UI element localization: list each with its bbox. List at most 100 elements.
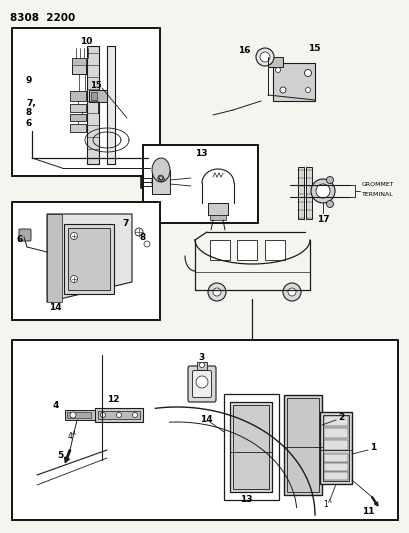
Bar <box>267 57 282 67</box>
Circle shape <box>116 413 121 417</box>
Bar <box>283 395 321 495</box>
Circle shape <box>144 241 150 247</box>
Bar <box>323 416 347 426</box>
Text: 8: 8 <box>26 108 32 117</box>
Bar <box>68 228 110 290</box>
Text: 9: 9 <box>26 76 32 85</box>
Bar <box>12 340 397 520</box>
Circle shape <box>196 376 207 388</box>
Text: 13: 13 <box>239 496 252 505</box>
Bar <box>89 90 107 102</box>
Ellipse shape <box>152 170 170 194</box>
Bar <box>143 145 257 223</box>
Bar <box>107 46 115 164</box>
Text: 7,: 7, <box>26 99 36 108</box>
Circle shape <box>287 288 295 296</box>
Text: 6: 6 <box>17 236 23 245</box>
Bar <box>87 46 99 164</box>
Bar <box>323 463 347 471</box>
Bar <box>323 472 347 480</box>
Bar <box>139 176 142 180</box>
FancyArrow shape <box>371 497 377 506</box>
Bar <box>12 28 160 176</box>
Circle shape <box>199 362 204 367</box>
Bar <box>323 454 347 462</box>
Bar <box>236 240 256 260</box>
Bar <box>196 362 207 370</box>
Text: TERMINAL: TERMINAL <box>361 192 393 198</box>
Bar <box>323 428 347 438</box>
Text: 8: 8 <box>139 232 146 241</box>
Bar <box>98 411 139 419</box>
Circle shape <box>135 228 143 236</box>
Text: 12: 12 <box>107 395 119 405</box>
Text: 14: 14 <box>49 303 61 311</box>
Text: 3: 3 <box>198 353 204 362</box>
Polygon shape <box>47 214 62 302</box>
Bar <box>209 215 225 220</box>
Bar <box>223 394 278 500</box>
Text: 1$^{\mathsf{A}}$: 1$^{\mathsf{A}}$ <box>322 498 333 510</box>
Bar <box>67 412 91 418</box>
FancyBboxPatch shape <box>188 366 216 402</box>
Text: 11: 11 <box>361 507 373 516</box>
Circle shape <box>207 283 225 301</box>
Text: 10: 10 <box>80 36 92 45</box>
Bar <box>152 170 170 194</box>
Bar <box>323 440 347 450</box>
Text: 2: 2 <box>337 414 344 423</box>
Bar <box>95 408 143 422</box>
Circle shape <box>275 68 280 72</box>
Text: 14: 14 <box>200 416 212 424</box>
Bar <box>319 412 351 484</box>
Circle shape <box>70 412 76 418</box>
Circle shape <box>305 87 310 93</box>
FancyBboxPatch shape <box>192 370 211 398</box>
Ellipse shape <box>152 158 170 182</box>
Circle shape <box>70 232 77 239</box>
Bar <box>305 167 311 219</box>
Bar <box>322 415 348 481</box>
Bar <box>70 124 86 132</box>
Text: 15: 15 <box>307 44 320 52</box>
Bar <box>72 58 86 65</box>
Text: 5: 5 <box>57 451 63 461</box>
Text: 1: 1 <box>369 443 375 453</box>
Polygon shape <box>47 214 132 302</box>
Bar <box>232 405 268 489</box>
Text: 8308  2200: 8308 2200 <box>10 13 75 23</box>
Circle shape <box>315 184 329 198</box>
Bar <box>139 184 142 188</box>
Circle shape <box>304 69 311 77</box>
Bar <box>65 410 95 420</box>
Text: 4$^{\mathsf{A}}$: 4$^{\mathsf{A}}$ <box>67 430 77 442</box>
Circle shape <box>310 179 334 203</box>
Circle shape <box>213 288 220 296</box>
Text: 15: 15 <box>90 80 101 90</box>
Circle shape <box>100 413 105 417</box>
Bar <box>12 202 160 320</box>
Bar <box>229 402 271 492</box>
Text: 7: 7 <box>122 220 128 229</box>
Text: 16: 16 <box>237 45 250 54</box>
Circle shape <box>326 200 333 207</box>
Text: 4: 4 <box>53 401 59 410</box>
Bar <box>64 224 114 294</box>
Circle shape <box>282 283 300 301</box>
Bar <box>70 91 86 101</box>
Text: 13: 13 <box>195 149 207 157</box>
FancyArrow shape <box>65 450 70 463</box>
Bar <box>272 63 314 101</box>
Circle shape <box>259 52 270 62</box>
Text: 17: 17 <box>316 215 329 224</box>
Bar <box>297 167 303 219</box>
FancyBboxPatch shape <box>19 229 31 241</box>
Bar <box>264 240 284 260</box>
Bar <box>91 92 97 100</box>
Text: 6: 6 <box>26 118 32 127</box>
Circle shape <box>326 176 333 183</box>
Circle shape <box>70 276 77 282</box>
Bar <box>209 240 229 260</box>
Circle shape <box>255 48 273 66</box>
Bar <box>207 203 227 215</box>
